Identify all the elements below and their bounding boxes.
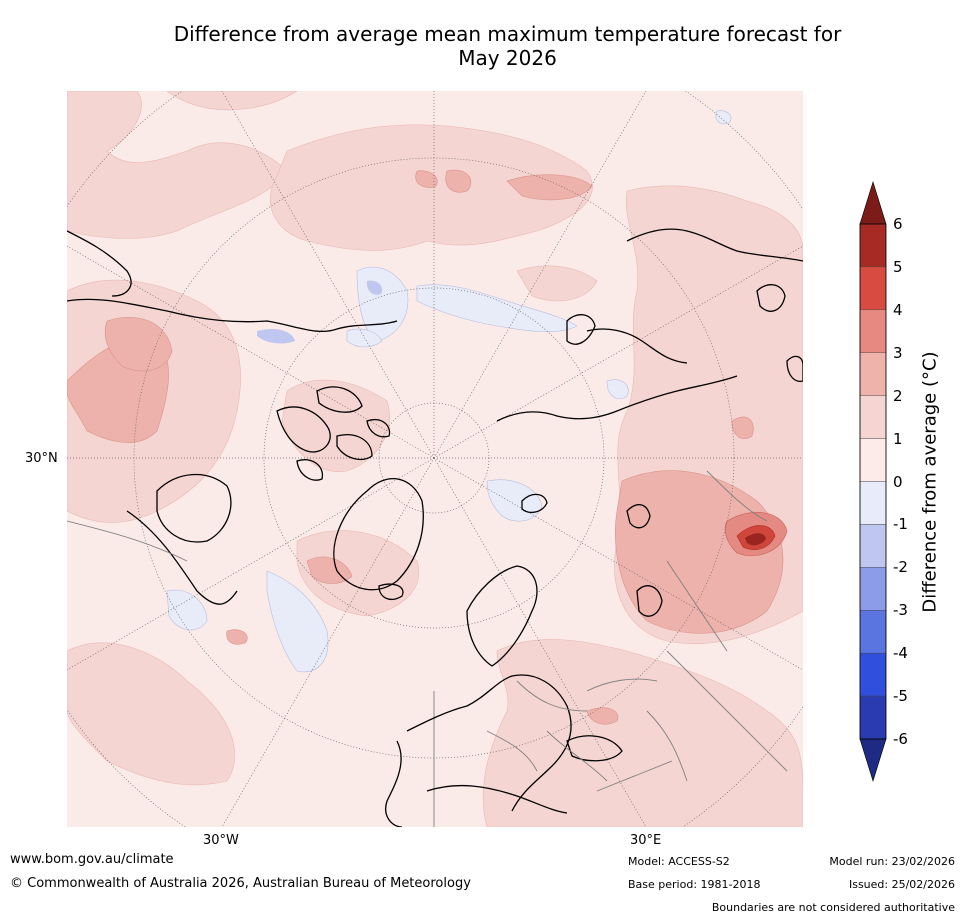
anomaly-neg-regions xyxy=(166,110,732,673)
colorbar-extend-max xyxy=(859,180,887,225)
longitude-label-30e: 30°E xyxy=(630,833,662,848)
colorbar-outline xyxy=(859,223,887,740)
website-link[interactable]: www.bom.gov.au/climate xyxy=(10,852,174,867)
copyright-notice: © Commonwealth of Australia 2026, Austra… xyxy=(10,876,471,891)
colorbar-segment xyxy=(859,309,887,353)
colorbar-segment xyxy=(859,438,887,482)
colorbar-title: Difference from average (°C) xyxy=(919,351,941,613)
title-line-1: Difference from average mean maximum tem… xyxy=(173,22,842,46)
colorbar-tick-label: 1 xyxy=(893,429,903,448)
colorbar-tick-label: 5 xyxy=(893,257,903,276)
colorbar-tick-label: 0 xyxy=(893,472,903,491)
base-period: Base period: 1981-2018 xyxy=(628,878,761,891)
colorbar-tick-label: -2 xyxy=(893,558,908,577)
boundaries-disclaimer: Boundaries are not considered authoritat… xyxy=(711,901,955,914)
model-name: Model: ACCESS-S2 xyxy=(628,855,730,868)
colorbar-segment xyxy=(859,524,887,568)
anomaly-2-3-regions xyxy=(67,169,784,725)
colorbar-tick-label: -4 xyxy=(893,644,908,663)
colorbar-tick-label: -6 xyxy=(893,730,908,748)
map-title: Difference from average mean maximum tem… xyxy=(60,22,955,70)
longitude-label-30w: 30°W xyxy=(203,833,239,848)
colorbar-segment xyxy=(859,610,887,654)
country-borders xyxy=(67,470,788,792)
colorbar-segment xyxy=(859,481,887,525)
colorbar-segment xyxy=(859,567,887,611)
colorbar-extend-min xyxy=(859,738,887,783)
model-run-date: Model run: 23/02/2026 xyxy=(829,855,955,868)
colorbar-segment xyxy=(859,395,887,439)
title-line-2: May 2026 xyxy=(458,46,557,70)
colorbar-tick-label: 3 xyxy=(893,343,903,362)
colorbar-tick-label: -1 xyxy=(893,515,908,534)
colorbar-tick-label: 6 xyxy=(893,215,903,233)
forecast-map[interactable] xyxy=(67,91,803,827)
map-canvas xyxy=(67,91,803,827)
colorbar-tick-label: 4 xyxy=(893,300,903,319)
colorbar-tick-label: -3 xyxy=(893,601,908,620)
anomaly-neg-2-spots xyxy=(257,280,383,344)
colorbar-tick-label: 2 xyxy=(893,386,903,405)
colorbar-segment xyxy=(859,223,887,268)
colorbar-segment xyxy=(859,352,887,396)
colorbar-segment xyxy=(859,695,887,740)
issued-date: Issued: 25/02/2026 xyxy=(848,878,955,891)
coastlines xyxy=(67,228,803,827)
colorbar-segment xyxy=(859,266,887,311)
colorbar-tick-label: -5 xyxy=(893,687,908,706)
anomaly-5-6-region xyxy=(745,533,766,546)
latitude-label-30n: 30°N xyxy=(25,451,58,466)
colorbar-segment xyxy=(859,652,887,697)
